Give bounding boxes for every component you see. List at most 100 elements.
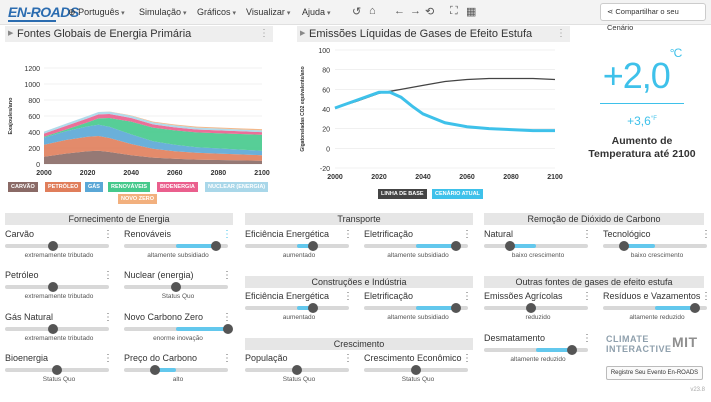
kebab-menu-icon[interactable]: ⋮	[701, 291, 711, 302]
mit-logo[interactable]: MIT	[672, 334, 698, 350]
kebab-menu-icon[interactable]: ⋮	[222, 270, 232, 281]
slider-thumb[interactable]	[307, 303, 318, 313]
slider-thumb[interactable]	[307, 241, 318, 251]
kebab-menu-icon[interactable]: ⋮	[582, 333, 592, 344]
slider-thumb[interactable]	[689, 303, 700, 313]
slider-thumb[interactable]	[618, 241, 629, 251]
slider-track[interactable]	[603, 303, 707, 313]
slider-track[interactable]	[484, 241, 588, 251]
menu-simulation[interactable]: Simulação ▾	[139, 7, 187, 17]
slider-track[interactable]	[124, 365, 228, 375]
slider-renovaveis[interactable]: Renováveis ⋮ altamente subsidiado	[124, 229, 232, 263]
kebab-menu-icon[interactable]: ⋮	[103, 312, 113, 323]
kebab-menu-icon[interactable]: ⋮	[222, 229, 232, 240]
kebab-menu-icon[interactable]: ⋮	[556, 28, 566, 39]
expand-triangle-icon[interactable]: ▶	[300, 30, 306, 37]
legend-item[interactable]: NUCLEAR (ENERGIA)	[205, 182, 269, 192]
slider-thumb[interactable]	[47, 282, 58, 292]
kebab-menu-icon[interactable]: ⋮	[462, 353, 472, 364]
kebab-menu-icon[interactable]: ⋮	[462, 291, 472, 302]
slider-thumb[interactable]	[47, 324, 58, 334]
register-event-button[interactable]: Registre Seu Evento En-ROADS	[606, 366, 703, 380]
slider-track[interactable]	[5, 241, 109, 251]
kebab-menu-icon[interactable]: ⋮	[103, 270, 113, 281]
slider-thumb[interactable]	[223, 324, 233, 334]
kebab-menu-icon[interactable]: ⋮	[701, 229, 711, 240]
legend-item[interactable]: CARVÃO	[8, 182, 38, 192]
slider-thumb[interactable]	[171, 282, 181, 292]
undo-icon[interactable]: ↺	[352, 6, 362, 18]
slider-const-eficiencia[interactable]: Eficiência Energética ⋮ aumentado	[245, 291, 353, 325]
legend-item[interactable]: RENOVÁVEIS	[108, 182, 151, 192]
menu-graphs[interactable]: Gráficos ▾	[197, 7, 237, 17]
legend-item[interactable]: GÁS	[85, 182, 103, 192]
slider-thumb[interactable]	[450, 303, 461, 313]
slider-petroleo[interactable]: Petróleo ⋮ extremamente tributado	[5, 270, 113, 304]
slider-preco-carbono[interactable]: Preço do Carbono ⋮ alto	[124, 353, 232, 387]
graph-left-header[interactable]: ▶ Fontes Globais de Energia Primária ⋮	[5, 26, 273, 42]
slider-transp-eletrificacao[interactable]: Eletrificação ⋮ altamente subsidiado	[364, 229, 472, 263]
slider-thumb[interactable]	[47, 241, 58, 251]
slider-const-eletrificacao[interactable]: Eletrificação ⋮ altamente subsidiado	[364, 291, 472, 325]
fullscreen-icon[interactable]: ⛶	[450, 5, 458, 17]
climate-interactive-logo[interactable]: CLIMATE INTERACTIVE	[606, 334, 672, 354]
kebab-menu-icon[interactable]: ⋮	[343, 353, 353, 364]
slider-transp-eficiencia[interactable]: Eficiência Energética ⋮ aumentado	[245, 229, 353, 263]
slider-carvao[interactable]: Carvão ⋮ extremamente tributado	[5, 229, 113, 263]
kebab-menu-icon[interactable]: ⋮	[222, 353, 232, 364]
slider-thumb[interactable]	[52, 365, 62, 375]
refresh-icon[interactable]: ⟲	[425, 6, 435, 18]
slider-track[interactable]	[245, 365, 349, 375]
slider-track[interactable]	[124, 324, 233, 334]
slider-nuclear[interactable]: Nuclear (energia) ⋮ Status Quo	[124, 270, 232, 304]
forward-icon[interactable]: →	[410, 5, 421, 17]
slider-thumb[interactable]	[150, 365, 161, 375]
menu-view[interactable]: Visualizar ▾	[246, 7, 291, 17]
graph-right-header[interactable]: ▶ Emissões Líquidas de Gases de Efeito E…	[297, 26, 570, 42]
slider-tecnologico[interactable]: Tecnológico ⋮ baixo crescimento	[603, 229, 711, 263]
slider-populacao[interactable]: População ⋮ Status Quo	[245, 353, 353, 387]
slider-agricolas[interactable]: Emissões Agrícolas ⋮ reduzido	[484, 291, 592, 325]
back-icon[interactable]: ←	[394, 5, 405, 17]
slider-track[interactable]	[5, 324, 109, 334]
share-scenario-button[interactable]: ⋖ Compartilhar o seu Cenário	[600, 3, 706, 32]
slider-track[interactable]	[364, 365, 468, 375]
kebab-menu-icon[interactable]: ⋮	[343, 229, 353, 240]
home-icon[interactable]: ⌂	[369, 5, 376, 17]
slider-track[interactable]	[484, 303, 588, 313]
slider-gas[interactable]: Gás Natural ⋮ extremamente tributado	[5, 312, 113, 346]
slider-track[interactable]	[364, 303, 468, 313]
legend-item[interactable]: CENÁRIO ATUAL	[432, 189, 483, 199]
slider-thumb[interactable]	[411, 365, 421, 375]
legend-item[interactable]: NOVO ZERO	[118, 194, 158, 204]
kebab-menu-icon[interactable]: ⋮	[582, 291, 592, 302]
kebab-menu-icon[interactable]: ⋮	[462, 229, 472, 240]
grid-icon[interactable]: ▦	[466, 6, 477, 18]
kebab-menu-icon[interactable]: ⋮	[103, 353, 113, 364]
kebab-menu-icon[interactable]: ⋮	[222, 312, 232, 323]
kebab-menu-icon[interactable]: ⋮	[343, 291, 353, 302]
kebab-menu-icon[interactable]: ⋮	[582, 229, 592, 240]
kebab-menu-icon[interactable]: ⋮	[103, 229, 113, 240]
legend-item[interactable]: LINHA DE BASE	[378, 189, 427, 199]
slider-track[interactable]	[603, 241, 707, 251]
slider-desmatamento[interactable]: Desmatamento ⋮ altamente reduzido	[484, 333, 592, 367]
slider-residuos[interactable]: Resíduos e Vazamentos ⋮ altamente reduzido	[603, 291, 711, 325]
menu-language[interactable]: ⊕ Português ▾	[68, 7, 125, 17]
slider-thumb[interactable]	[525, 303, 536, 313]
slider-thumb[interactable]	[450, 241, 461, 251]
menu-help[interactable]: Ajuda ▾	[302, 7, 331, 17]
slider-novo-carbono[interactable]: Novo Carbono Zero ⋮ enorme inovação	[124, 312, 233, 346]
en-roads-logo[interactable]: EN-ROADS	[8, 4, 79, 20]
slider-natural[interactable]: Natural ⋮ baixo crescimento	[484, 229, 592, 263]
slider-track[interactable]	[124, 282, 228, 292]
slider-track[interactable]	[245, 303, 349, 313]
slider-thumb[interactable]	[567, 345, 578, 355]
slider-crescimento-economico[interactable]: Crescimento Econômico ⋮ Status Quo	[364, 353, 472, 387]
slider-track[interactable]	[484, 345, 588, 355]
slider-thumb[interactable]	[210, 241, 221, 251]
slider-thumb[interactable]	[505, 241, 515, 251]
expand-triangle-icon[interactable]: ▶	[8, 30, 14, 37]
legend-item[interactable]: PETRÓLEO	[45, 182, 82, 192]
slider-track[interactable]	[124, 241, 228, 251]
